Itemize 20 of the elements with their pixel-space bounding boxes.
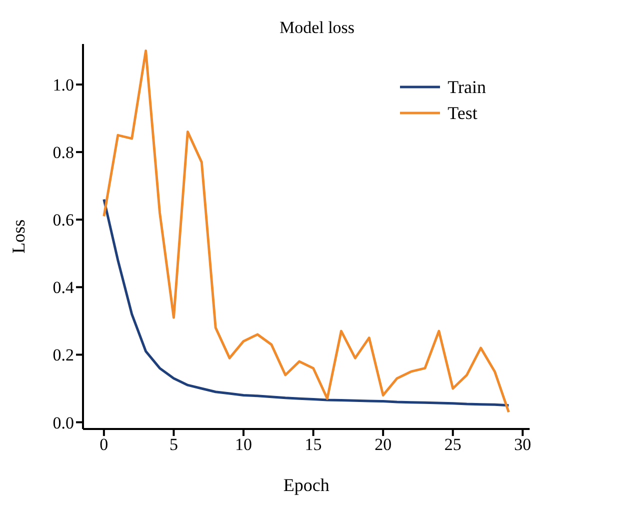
line-series <box>102 198 510 407</box>
x-tick-label: 15 <box>304 435 322 454</box>
line-series <box>102 50 510 414</box>
x-tick-label: 30 <box>514 435 532 454</box>
x-tick-label: 20 <box>374 435 392 454</box>
x-tick-label: 25 <box>444 435 462 454</box>
y-tick-label: 0.2 <box>52 346 74 365</box>
legend-label: Test <box>448 102 478 124</box>
x-tick-label: 0 <box>100 435 108 454</box>
y-tick-label: 1.0 <box>52 76 74 95</box>
x-axis-title: Epoch <box>283 475 330 495</box>
y-tick-label: 0.6 <box>52 210 74 230</box>
y-tick-label: 0.0 <box>52 413 74 432</box>
legend-label: Train <box>448 76 486 98</box>
y-tick-label: 0.8 <box>52 143 74 162</box>
x-tick-label: 10 <box>235 435 252 454</box>
x-tick-label: 5 <box>169 435 178 454</box>
y-axis-title: Loss <box>8 219 28 254</box>
chart-title: Model loss <box>278 18 356 38</box>
y-tick-label: 0.4 <box>52 278 74 298</box>
